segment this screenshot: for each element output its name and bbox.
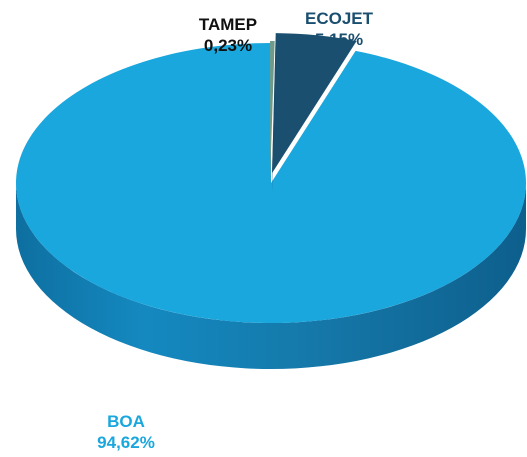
pie-slice-ecojet-edge <box>272 33 276 194</box>
slice-label-tamep-value: 0,23% <box>203 36 253 55</box>
slice-label-tamep: TAMEP 0,23% <box>188 14 268 56</box>
slice-label-ecojet: ECOJET 5,15% <box>296 8 382 50</box>
pie-slice-ecojet[interactable] <box>272 33 357 174</box>
pie-slice-boa[interactable] <box>16 43 527 323</box>
slice-label-ecojet-name: ECOJET <box>304 9 374 28</box>
slice-label-ecojet-value: 5,15% <box>314 30 364 49</box>
pie-side-wall <box>16 183 526 369</box>
slice-label-tamep-name: TAMEP <box>198 15 258 34</box>
slice-label-boa-value: 94,62% <box>97 433 155 452</box>
slice-label-boa: BOA 94,62% <box>86 411 166 453</box>
slice-label-boa-name: BOA <box>107 412 145 431</box>
pie-slice-tamep[interactable] <box>270 41 275 181</box>
